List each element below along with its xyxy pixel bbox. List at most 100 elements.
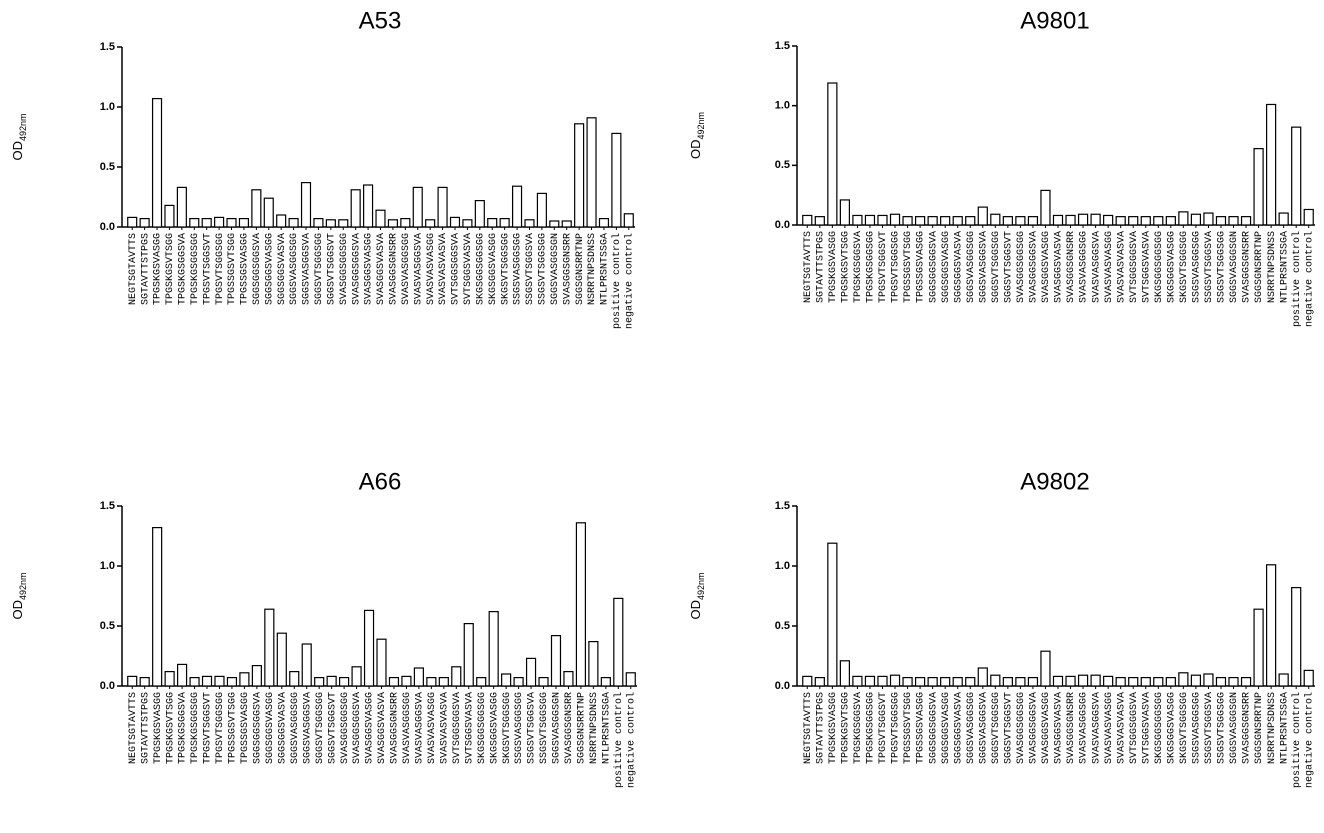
y-tick-label: 0.5 bbox=[775, 620, 790, 632]
y-tick-label: 1.5 bbox=[775, 40, 790, 52]
bar bbox=[1240, 216, 1252, 226]
x-tick-label: SGGSVASGGSGN bbox=[1229, 692, 1240, 764]
bar bbox=[525, 657, 537, 687]
x-tick-label: SGGSVASGGSVA bbox=[302, 692, 313, 764]
y-tick-label: 1.5 bbox=[100, 41, 115, 53]
bar bbox=[201, 218, 212, 228]
x-tick-label: SVASGGSGGSVA bbox=[352, 692, 363, 764]
x-tick-label: SSGSVTSGGSVA bbox=[527, 692, 538, 764]
bar bbox=[325, 219, 336, 228]
x-tick-label: SVASGGSGGSVA bbox=[351, 233, 362, 305]
x-tick-label: TPGSKGSGGSVA bbox=[178, 233, 189, 305]
x-tick-label: TPGSKGSVASGG bbox=[153, 233, 164, 305]
bar bbox=[1128, 216, 1139, 226]
y-axis-label-sub: 492nm bbox=[696, 112, 706, 140]
bar bbox=[1040, 650, 1051, 687]
x-tick-label: SKGSGGSVASGG bbox=[1166, 231, 1177, 303]
x-tick-label: SVTSGGSVASVA bbox=[464, 692, 475, 764]
y-tick-label: 0.0 bbox=[775, 680, 790, 692]
chart-title: A9802 bbox=[1020, 468, 1089, 495]
bar bbox=[625, 672, 636, 687]
x-tick-label: SVASGGSVASGG bbox=[1041, 231, 1052, 303]
bar bbox=[487, 218, 498, 228]
x-tick-label: SVASVASVASVA bbox=[1116, 231, 1127, 303]
x-tick-label: SVASVASVASVA bbox=[439, 692, 450, 764]
bar bbox=[1303, 208, 1314, 226]
x-tick-label: SGGSGGSVASGG bbox=[941, 692, 952, 764]
x-tick-label: SGGSGGSVASVA bbox=[953, 692, 964, 764]
x-tick-label: SSGSVASGGSGG bbox=[514, 692, 525, 764]
bar bbox=[1128, 676, 1139, 687]
bar bbox=[350, 189, 361, 228]
bar bbox=[300, 182, 312, 228]
bar bbox=[139, 676, 150, 687]
bar bbox=[1278, 212, 1289, 226]
bar bbox=[139, 218, 150, 228]
x-tick-label: NTLPRSNTSSGA bbox=[1279, 231, 1290, 303]
x-tick-label: SGGSVASGGSGN bbox=[552, 692, 563, 764]
bar bbox=[1103, 675, 1114, 687]
bar bbox=[127, 675, 138, 687]
bar bbox=[474, 200, 485, 228]
bar bbox=[363, 184, 374, 228]
bar bbox=[802, 675, 813, 687]
x-tick-label: SSGSVTSGGSGG bbox=[1217, 692, 1228, 764]
x-tick-label: TPGSSGSVASGG bbox=[916, 692, 927, 764]
bar bbox=[536, 192, 547, 228]
x-tick-label: SVASGGSGNSRR bbox=[1066, 231, 1077, 303]
x-tick-label: negative control bbox=[623, 233, 635, 329]
x-tick-label: SVASGGSGNSRR bbox=[564, 692, 575, 764]
x-tick-label: negative control bbox=[1303, 692, 1315, 788]
x-tick-label: TPGSKGSGGSGG bbox=[866, 692, 877, 764]
bar bbox=[301, 643, 312, 687]
panel: A66 OD492nm 0.0 0.5 1.0 1.5 NEGTSGTAVTTS SGTAVT… bbox=[10, 468, 637, 788]
bar bbox=[152, 526, 163, 687]
bar bbox=[814, 216, 825, 226]
bar bbox=[1228, 216, 1239, 226]
bar bbox=[1090, 213, 1101, 226]
x-tick-label: NSRRTNPSDNSS bbox=[589, 692, 600, 764]
bar bbox=[1240, 676, 1252, 687]
bar bbox=[611, 132, 622, 228]
bar bbox=[449, 216, 461, 228]
bar bbox=[1178, 211, 1189, 226]
bar bbox=[1153, 216, 1164, 226]
bar bbox=[550, 634, 562, 687]
x-tick-label: TPGSVTSGGSGG bbox=[215, 692, 226, 764]
x-tick-label: NEGTSGTAVTTS bbox=[803, 231, 814, 303]
bar bbox=[1153, 676, 1164, 687]
bar bbox=[827, 82, 838, 226]
x-tick-label: SGGSGGSVASGG bbox=[265, 692, 276, 764]
x-tick-label: NSRRTNPSDNSS bbox=[1267, 692, 1278, 764]
bar bbox=[1266, 103, 1277, 226]
x-tick-label: SVTSGGSGGSVA bbox=[1129, 692, 1140, 764]
bar bbox=[613, 597, 624, 687]
bar bbox=[488, 610, 499, 687]
x-tick-label: SVASGGSVASGG bbox=[1041, 692, 1052, 764]
x-tick-label: SGGSVTSGGSVT bbox=[1003, 231, 1014, 303]
bar bbox=[451, 666, 462, 687]
bar bbox=[827, 542, 838, 687]
x-tick-label: positive control bbox=[1291, 231, 1303, 327]
bar bbox=[538, 676, 549, 687]
x-tick-label: TPGSVTSGGSGG bbox=[215, 233, 226, 305]
bar bbox=[401, 675, 412, 687]
x-tick-label: SVTSGGSVASVA bbox=[1141, 692, 1152, 764]
bar bbox=[189, 676, 200, 687]
x-tick-label: NTLPRSNTSSGA bbox=[601, 692, 612, 764]
bar bbox=[1190, 213, 1202, 226]
bar bbox=[588, 640, 599, 687]
x-tick-label: NSRRTNPSDNSS bbox=[587, 233, 598, 305]
x-tick-label: NEGTSGTAVTTS bbox=[128, 233, 139, 305]
x-tick-label: SVASGGSVASVA bbox=[376, 233, 387, 305]
x-tick-label: TPGSVTSGGSVT bbox=[878, 692, 889, 764]
bar bbox=[1190, 674, 1202, 687]
bar bbox=[952, 676, 963, 687]
bar bbox=[263, 197, 274, 228]
panel: A9802 OD492nm 0.0 0.5 1.0 1.5 NEGTSGTAVTTS SGTA… bbox=[688, 468, 1315, 788]
x-tick-label: TPGSVTSGGSGG bbox=[891, 692, 902, 764]
x-tick-label: SKGSVTSGGSGG bbox=[502, 692, 513, 764]
bar bbox=[1115, 676, 1126, 687]
bar bbox=[400, 218, 411, 228]
bar bbox=[1215, 676, 1227, 687]
